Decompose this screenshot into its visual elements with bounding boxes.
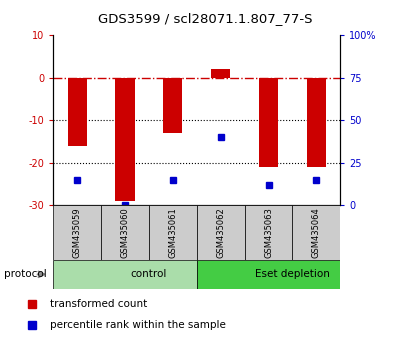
Bar	[101, 205, 148, 260]
Text: GSM435064: GSM435064	[311, 207, 320, 258]
Text: transformed count: transformed count	[50, 299, 147, 309]
Bar	[196, 205, 244, 260]
Text: GSM435061: GSM435061	[168, 207, 177, 258]
Bar	[211, 69, 230, 78]
Text: percentile rank within the sample: percentile rank within the sample	[50, 320, 225, 330]
Bar	[67, 78, 87, 146]
Bar	[306, 78, 325, 167]
Bar	[244, 205, 292, 260]
Text: protocol: protocol	[4, 269, 47, 279]
Text: GSM435062: GSM435062	[216, 207, 225, 258]
Bar	[292, 205, 339, 260]
Text: GDS3599 / scl28071.1.807_77-S: GDS3599 / scl28071.1.807_77-S	[97, 12, 312, 25]
Bar	[258, 78, 277, 167]
Text: GSM435059: GSM435059	[72, 207, 81, 258]
Bar	[115, 78, 134, 201]
Bar	[148, 205, 196, 260]
Bar	[196, 260, 339, 289]
Bar	[53, 260, 196, 289]
Text: GSM435060: GSM435060	[120, 207, 129, 258]
Bar	[53, 205, 101, 260]
Text: control: control	[130, 269, 167, 279]
Text: Eset depletion: Eset depletion	[254, 269, 329, 279]
Bar	[163, 78, 182, 133]
Text: GSM435063: GSM435063	[263, 207, 272, 258]
